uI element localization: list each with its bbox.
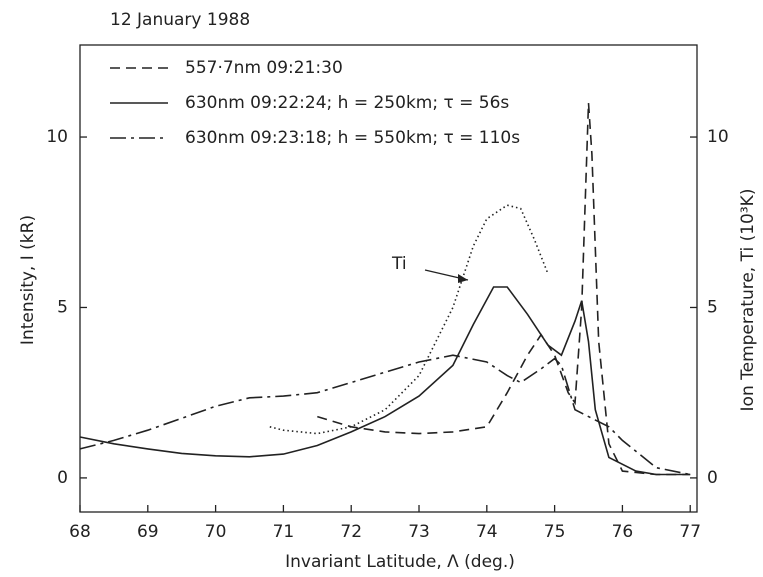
y-axis-label: Intensity, I (kR) [18, 215, 38, 345]
annotation: Ti [391, 254, 407, 274]
series-line [317, 102, 691, 476]
x-tick-label: 74 [476, 522, 498, 542]
x-tick-label: 75 [544, 522, 566, 542]
chart-title: 12 January 1988 [110, 10, 250, 30]
y2-tick-label: 10 [707, 127, 729, 147]
x-tick-label: 73 [408, 522, 430, 542]
y-tick-label: 0 [57, 468, 68, 488]
legend-label: 557·7nm 09:21:30 [185, 58, 343, 78]
legend-label: 630nm 09:22:24; h = 250km; τ = 56s [185, 93, 509, 113]
x-tick-label: 69 [137, 522, 159, 542]
x-tick-label: 68 [69, 522, 91, 542]
series-line [269, 204, 549, 435]
x-axis-label: Invariant Latitude, Λ (deg.) [285, 552, 515, 572]
series-line [79, 354, 691, 476]
x-tick-label: 72 [340, 522, 362, 542]
y-tick-label: 5 [57, 297, 68, 317]
legend-label: 630nm 09:23:18; h = 550km; τ = 110s [185, 128, 520, 148]
y2-tick-label: 5 [707, 297, 718, 317]
series-line [79, 286, 691, 476]
y2-axis-label: Ion Temperature, Ti (10³K) [738, 189, 758, 412]
y2-tick-label: 0 [707, 468, 718, 488]
y-tick-label: 10 [46, 127, 68, 147]
x-tick-label: 76 [612, 522, 634, 542]
plot-frame [79, 44, 698, 513]
x-tick-label: 71 [273, 522, 295, 542]
x-tick-label: 77 [679, 522, 701, 542]
x-tick-label: 70 [205, 522, 227, 542]
